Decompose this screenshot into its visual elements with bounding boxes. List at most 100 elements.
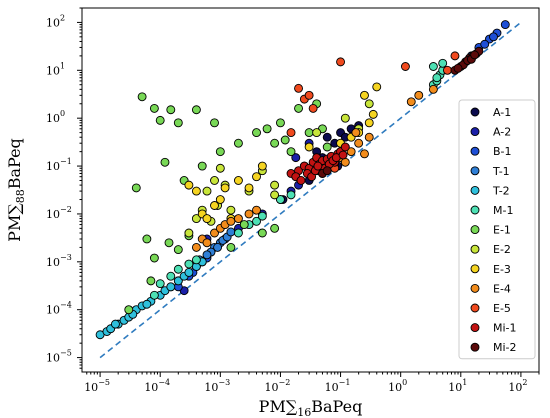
legend-label: B-1 <box>493 145 512 158</box>
data-point <box>202 250 212 260</box>
data-points <box>95 20 510 340</box>
data-point <box>354 138 364 148</box>
y-axis-label-prefix: PM <box>5 215 24 242</box>
data-point <box>286 190 296 200</box>
data-point <box>438 58 448 68</box>
y-tick-label: 10−5 <box>46 349 72 365</box>
legend-label: Mi-1 <box>493 322 517 335</box>
data-point <box>166 282 176 292</box>
data-point <box>173 276 183 286</box>
y-axis-label-subscript: 88 <box>14 189 27 203</box>
legend-label: E-2 <box>493 243 511 256</box>
data-point <box>372 82 382 92</box>
data-point <box>291 153 301 163</box>
data-point <box>184 259 194 269</box>
data-point <box>226 227 236 237</box>
x-tick-label: 10−1 <box>325 378 351 394</box>
data-point <box>286 128 296 138</box>
x-tick-label: 10−3 <box>204 378 230 394</box>
data-point <box>155 115 165 125</box>
legend-box <box>458 99 536 360</box>
legend-label: E-4 <box>493 282 511 295</box>
data-point <box>149 253 159 263</box>
legend-marker <box>470 264 480 274</box>
data-point <box>340 113 350 123</box>
data-point <box>124 305 134 315</box>
data-point <box>252 205 261 215</box>
data-point <box>322 166 332 176</box>
data-point <box>252 128 261 138</box>
data-point <box>308 103 318 113</box>
data-point <box>142 234 152 244</box>
data-point <box>428 62 438 71</box>
data-point <box>443 65 452 75</box>
data-point <box>280 135 290 145</box>
data-point <box>270 190 280 200</box>
data-point <box>191 186 201 196</box>
legend-label: T-2 <box>492 184 510 197</box>
data-point <box>146 276 156 286</box>
data-point <box>226 242 236 252</box>
data-point <box>480 39 490 49</box>
data-point <box>233 176 243 185</box>
data-point <box>233 214 243 224</box>
data-point <box>184 228 194 238</box>
y-tick-label: 10−3 <box>46 253 72 269</box>
data-point <box>215 163 225 173</box>
series-t-2 <box>95 257 207 340</box>
y-axis-label: PM∑88BaPeq <box>5 138 27 242</box>
data-point <box>450 51 460 61</box>
data-point <box>191 214 201 224</box>
legend-marker <box>470 205 480 215</box>
data-point <box>173 264 183 274</box>
y-tick-label: 10−4 <box>46 301 72 317</box>
y-tick-label: 10−2 <box>46 205 72 221</box>
y-tick-label: 101 <box>46 61 65 77</box>
x-tick-label: 102 <box>508 378 527 394</box>
data-point <box>155 279 165 289</box>
data-point <box>500 20 510 30</box>
data-point <box>270 138 280 148</box>
data-point <box>453 63 463 73</box>
y-tick-label: 10−1 <box>46 157 72 173</box>
series-m-1 <box>149 58 448 300</box>
data-point <box>257 161 267 171</box>
data-point <box>110 319 120 329</box>
data-point <box>173 118 183 128</box>
legend-marker <box>470 225 480 235</box>
data-point <box>262 124 272 134</box>
data-point <box>304 142 314 152</box>
data-point <box>226 216 236 226</box>
data-point <box>336 57 346 67</box>
legend-label: A-2 <box>493 126 511 139</box>
data-point <box>338 150 348 160</box>
data-point <box>202 238 212 248</box>
data-point <box>166 105 176 115</box>
y-tick-label: 102 <box>46 13 65 29</box>
x-axis-ticks: 10−5 10−4 10−3 10−2 10−1 100 101 102 <box>84 372 540 394</box>
data-point <box>340 157 350 167</box>
data-point <box>233 228 243 238</box>
legend-label: A-1 <box>493 106 511 119</box>
data-point <box>191 242 201 252</box>
series-e-4 <box>191 84 438 252</box>
data-point <box>244 209 254 219</box>
legend-label: T-1 <box>492 165 510 178</box>
legend: A-1 A-2 B-1 T-1 T-2 M-1 E-1 E-2 E-3 E-4 E-5 Mi-1 Mi-… <box>458 99 536 360</box>
legend-marker <box>470 323 480 333</box>
x-tick-label: 10−4 <box>144 378 170 394</box>
data-point <box>294 83 303 93</box>
x-axis-label-prefix: PM <box>259 397 286 416</box>
y-tick-label: 100 <box>46 109 65 125</box>
x-tick-label: 100 <box>388 378 407 394</box>
x-tick-label: 10−2 <box>265 378 291 394</box>
data-point <box>340 142 350 152</box>
legend-label: M-1 <box>493 204 513 217</box>
data-point <box>210 228 219 238</box>
legend-label: E-1 <box>493 224 511 237</box>
x-axis-label-suffix: BaPeq <box>311 397 362 416</box>
data-point <box>239 220 249 230</box>
data-point <box>233 138 243 148</box>
series-mi-1 <box>286 142 350 185</box>
